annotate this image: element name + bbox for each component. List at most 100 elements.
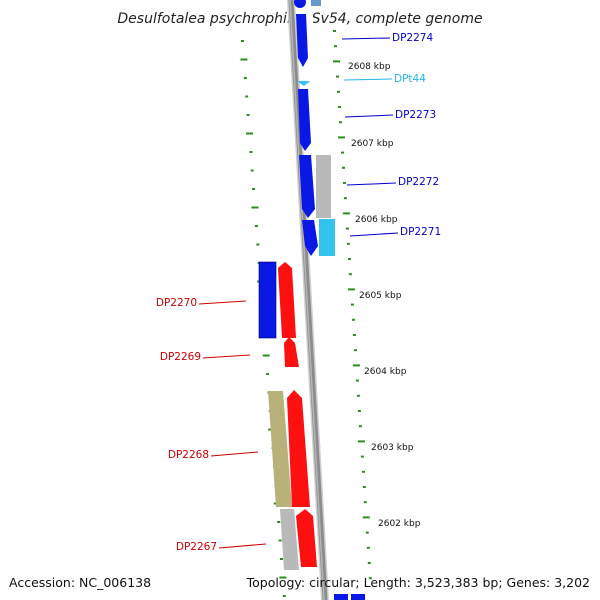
- track-dot: [366, 546, 370, 549]
- gene-label-dp2271[interactable]: DP2271: [400, 226, 441, 238]
- gene-feature-dp2271-cyan[interactable]: [319, 219, 335, 256]
- gene-label-dp2272[interactable]: DP2272: [398, 176, 439, 188]
- track-dot: [363, 501, 367, 504]
- track-dot: [277, 521, 281, 523]
- track-dot: [337, 90, 340, 93]
- track-dot: [241, 40, 244, 42]
- track-dot: [347, 288, 355, 291]
- track-dot: [282, 595, 286, 597]
- track-dot: [333, 60, 340, 63]
- track-dot: [245, 95, 249, 98]
- track-dot: [353, 349, 357, 352]
- track-dot: [350, 303, 354, 306]
- track-dot: [280, 558, 283, 560]
- track-dot: [358, 425, 362, 428]
- track-dot: [360, 455, 364, 458]
- gene-feature-dp2272-gray[interactable]: [316, 155, 331, 218]
- gene-feature-top-blue[interactable]: [294, 0, 306, 8]
- gene-label-dp2274[interactable]: DP2274: [392, 32, 433, 44]
- gene-label-dpt44[interactable]: DPt44: [394, 73, 426, 85]
- track-dot: [279, 576, 287, 579]
- forward-strand-features: [294, 0, 365, 600]
- scale-tick-label: 2605 kbp: [359, 291, 402, 301]
- gene-feature-dp2269[interactable]: [284, 337, 299, 367]
- scale-tick-label: 2607 kbp: [351, 139, 394, 149]
- track-dot: [357, 440, 365, 443]
- track-dot: [334, 45, 337, 48]
- gene-feature-dp2270[interactable]: [278, 262, 296, 338]
- gene-feature-bottom-blue[interactable]: [334, 594, 348, 600]
- track-dot: [342, 166, 345, 169]
- track-dot: [351, 318, 355, 321]
- track-dot: [365, 531, 369, 534]
- gene-label-dp2267[interactable]: DP2267: [176, 541, 217, 553]
- gene-feature-dp2272[interactable]: [299, 155, 315, 218]
- track-dot: [355, 379, 359, 382]
- track-dot: [338, 136, 345, 139]
- gene-feature-dp2267-gray[interactable]: [280, 509, 299, 570]
- track-dot: [251, 206, 259, 209]
- gene-feature-dp2274[interactable]: [296, 14, 308, 67]
- track-dot: [243, 77, 247, 79]
- track-dot: [278, 539, 282, 542]
- track-dot: [262, 354, 270, 357]
- track-dot: [249, 151, 253, 153]
- scale-tick-label: 2606 kbp: [355, 215, 398, 225]
- gene-feature-dp2268-olive[interactable]: [268, 391, 292, 507]
- track-dot: [357, 410, 361, 412]
- track-dot: [368, 577, 372, 580]
- track-dot: [345, 227, 349, 230]
- gene-label-dp2273[interactable]: DP2273: [395, 109, 436, 121]
- gene-label-dp2269[interactable]: DP2269: [160, 351, 201, 363]
- track-dot: [346, 242, 350, 245]
- track-dot: [250, 169, 254, 172]
- genome-summary-text: Topology: circular; Length: 3,523,383 bp…: [246, 575, 590, 590]
- track-dot: [338, 106, 341, 108]
- track-dot: [266, 373, 270, 375]
- gene-label-dp2268[interactable]: DP2268: [168, 449, 209, 461]
- track-dot: [352, 334, 356, 336]
- track-dot: [252, 188, 256, 190]
- track-dot: [342, 182, 346, 184]
- gene-feature-dp2268[interactable]: [287, 390, 310, 507]
- genome-backbone: [287, 0, 329, 600]
- track-dot: [240, 58, 248, 61]
- track-dot: [333, 30, 336, 32]
- gene-feature-dp2271[interactable]: [302, 220, 318, 256]
- gene-label-leaders: [198, 37, 399, 549]
- track-dot: [356, 394, 360, 397]
- track-dot: [361, 470, 365, 473]
- gene-feature-dpt44[interactable]: [297, 81, 310, 86]
- track-dot: [339, 121, 342, 124]
- gene-feature-dp2273[interactable]: [298, 89, 311, 151]
- scale-tick-label: 2602 kbp: [378, 519, 421, 529]
- scale-tick-label: 2604 kbp: [364, 367, 407, 377]
- scale-tick-label: 2608 kbp: [348, 62, 391, 72]
- gene-feature-dp2267[interactable]: [296, 509, 317, 567]
- track-dot: [352, 364, 360, 367]
- track-dot: [341, 151, 344, 154]
- gene-feature-bottom-blue2[interactable]: [351, 594, 365, 600]
- track-dot: [246, 132, 253, 135]
- scale-labels: 2608 kbp 2607 kbp 2606 kbp 2605 kbp 2604…: [348, 62, 421, 529]
- track-dot: [343, 197, 347, 200]
- track-dot: [362, 516, 370, 519]
- track-dot: [348, 273, 352, 276]
- track-dot: [246, 114, 250, 116]
- track-dot: [336, 75, 339, 78]
- gene-feature-top-steel[interactable]: [311, 0, 321, 6]
- track-dot: [342, 212, 350, 215]
- track-dot: [254, 225, 258, 227]
- track-dot: [367, 562, 371, 564]
- right-dotted-track: [333, 30, 372, 580]
- track-dot: [347, 258, 351, 260]
- track-dot: [362, 486, 366, 488]
- gene-feature-dp2270-blue[interactable]: [258, 261, 277, 339]
- accession-text: Accession: NC_006138: [9, 575, 151, 590]
- track-dot: [256, 243, 260, 246]
- scale-tick-label: 2603 kbp: [371, 443, 414, 453]
- reverse-strand-features: [258, 261, 317, 570]
- gene-label-dp2270[interactable]: DP2270: [156, 297, 197, 309]
- gene-labels: DP2274 DPt44 DP2273 DP2272 DP2271 DP2270…: [156, 32, 441, 553]
